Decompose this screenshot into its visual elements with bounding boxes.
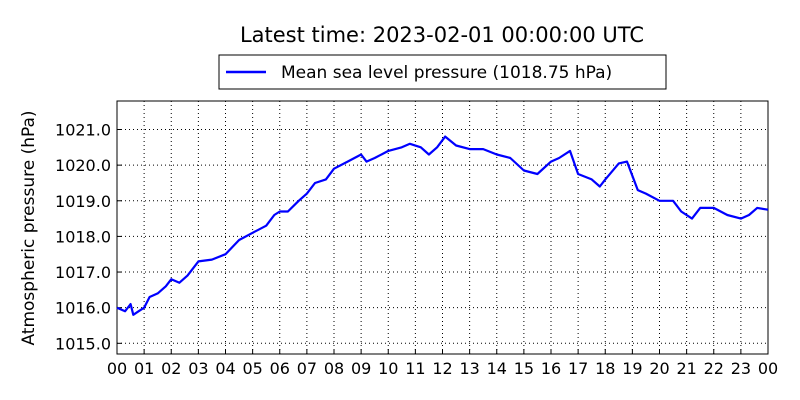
y-tick-label: 1017.0: [55, 263, 111, 282]
x-tick-label: 01: [134, 359, 154, 378]
x-tick-label: 15: [514, 359, 534, 378]
x-tick-label: 19: [622, 359, 642, 378]
x-tick-label: 04: [215, 359, 235, 378]
x-tick-label: 05: [242, 359, 262, 378]
x-tick-label: 21: [676, 359, 696, 378]
x-tick-label: 10: [378, 359, 398, 378]
legend-box: [218, 54, 667, 90]
x-tick-label: 08: [324, 359, 344, 378]
x-tick-label: 02: [161, 359, 181, 378]
y-tick-label: 1019.0: [55, 192, 111, 211]
chart-title: Latest time: 2023-02-01 00:00:00 UTC: [240, 23, 644, 47]
x-tick-label: 18: [595, 359, 615, 378]
x-tick-label: 12: [432, 359, 452, 378]
x-tick-label: 23: [731, 359, 751, 378]
plot-frame: [116, 100, 769, 355]
x-tick-label: 22: [704, 359, 724, 378]
line-series: [116, 135, 769, 316]
legend-label: Mean sea level pressure (1018.75 hPa): [281, 63, 612, 83]
x-tick-label: 14: [487, 359, 507, 378]
x-tick-label: 06: [270, 359, 290, 378]
x-tick-label: 11: [405, 359, 425, 378]
x-tick-label: 03: [188, 359, 208, 378]
x-tick-label: 16: [541, 359, 561, 378]
x-tick-label: 13: [459, 359, 479, 378]
y-tick-label: 1020.0: [55, 156, 111, 175]
x-tick-label: 17: [568, 359, 588, 378]
y-tick-label: 1018.0: [55, 227, 111, 246]
x-tick-label: 09: [351, 359, 371, 378]
y-tick-label: 1015.0: [55, 334, 111, 353]
x-tick-label: 07: [297, 359, 317, 378]
x-tick-label: 00: [758, 359, 778, 378]
x-tick-label: 20: [649, 359, 669, 378]
x-tick-label: 00: [107, 359, 127, 378]
y-tick-label: 1016.0: [55, 299, 111, 318]
y-axis-label: Atmospheric pressure (hPa): [19, 110, 39, 345]
y-tick-label: 1021.0: [55, 121, 111, 140]
